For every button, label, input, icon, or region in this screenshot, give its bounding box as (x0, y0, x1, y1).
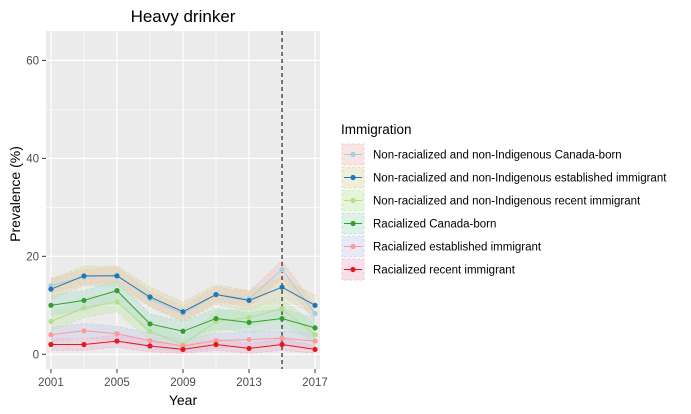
x-tick-label: 2005 (104, 377, 130, 389)
point-series-4 (48, 302, 54, 308)
point-series-6 (213, 341, 219, 348)
point-series-5 (312, 338, 318, 344)
point-series-5 (114, 331, 120, 337)
point-series-6 (312, 346, 318, 353)
legend-item-5: Racialized established immigrant (341, 235, 542, 258)
ribbon-lower-edge-6 (50, 346, 316, 354)
point-series-2 (81, 273, 87, 279)
point-series-6 (81, 341, 87, 348)
x-tick-label: 2009 (170, 377, 196, 389)
legend-key-point (350, 174, 356, 181)
point-series-2 (246, 297, 252, 304)
legend-key-point (350, 151, 356, 158)
point-series-2 (114, 273, 120, 279)
ribbon-upper-edge-6 (50, 334, 316, 346)
legend-item-2: Non-racialized and non-Indigenous establ… (341, 166, 667, 189)
legend-item-1: Non-racialized and non-Indigenous Canada… (341, 143, 622, 166)
legend: Immigration Non-racialized and non-Indig… (341, 122, 667, 281)
point-series-3 (312, 332, 318, 338)
y-tick-label: 40 (26, 153, 39, 165)
point-series-5 (279, 335, 285, 341)
series-points (48, 266, 318, 353)
point-series-2 (312, 302, 318, 308)
y-tick-label: 60 (26, 55, 39, 67)
y-axis-title: Prevalence (%) (7, 146, 23, 242)
legend-label: Non-racialized and non-Indigenous Canada… (373, 150, 622, 162)
point-series-1 (279, 266, 285, 273)
point-series-4 (213, 315, 219, 322)
ribbon-upper-edge-3 (50, 291, 316, 338)
point-series-6 (279, 341, 285, 348)
legend-label: Non-racialized and non-Indigenous recent… (373, 196, 641, 208)
ribbon-upper-edge-5 (50, 323, 316, 341)
point-series-2 (213, 291, 219, 298)
legend-item-6: Racialized recent immigrant (341, 258, 516, 281)
legend-label: Non-racialized and non-Indigenous establ… (373, 173, 667, 185)
ribbon-upper-edge-2 (50, 265, 316, 303)
legend-item-4: Racialized Canada-born (341, 212, 496, 235)
point-series-4 (312, 325, 318, 331)
point-series-3 (246, 314, 252, 321)
point-series-3 (147, 328, 153, 334)
ribbon-lower-edge-3 (50, 311, 316, 353)
point-series-4 (180, 328, 186, 334)
x-axis: 2001 2005 2009 2013 2017 (38, 369, 328, 389)
legend-label: Racialized recent immigrant (373, 265, 516, 277)
ribbon-lower-edge-2 (50, 285, 316, 322)
legend-key-point (350, 220, 356, 227)
x-tick-label: 2013 (236, 377, 262, 389)
legend-key-point (350, 243, 356, 250)
legend-label: Racialized established immigrant (373, 242, 542, 254)
point-series-5 (147, 337, 153, 344)
point-series-6 (246, 345, 252, 352)
legend-label: Racialized Canada-born (373, 219, 496, 231)
point-series-2 (180, 309, 186, 315)
point-series-6 (180, 346, 186, 353)
ribbon-series-2 (50, 266, 316, 322)
legend-title: Immigration (341, 122, 412, 137)
point-series-6 (147, 343, 153, 349)
x-tick-label: 2001 (38, 377, 64, 389)
point-series-4 (279, 315, 285, 322)
point-series-3 (279, 306, 285, 312)
legend-key-point (350, 266, 356, 273)
point-series-5 (213, 337, 219, 344)
point-series-5 (246, 337, 252, 343)
point-series-3 (48, 318, 54, 325)
point-series-2 (48, 286, 54, 292)
point-series-4 (147, 321, 153, 327)
point-series-3 (114, 299, 120, 305)
x-axis-title: Year (169, 392, 198, 408)
point-series-1 (312, 311, 318, 317)
ribbon-upper-edge-1 (50, 260, 316, 307)
point-series-5 (81, 328, 87, 334)
ribbon-lower-edge-1 (50, 277, 316, 322)
point-series-6 (114, 338, 120, 344)
point-series-4 (246, 319, 252, 326)
ribbon-series-3 (50, 292, 316, 352)
chart-title: Heavy drinker (131, 7, 236, 26)
ribbon-series-4 (50, 280, 316, 342)
point-series-3 (81, 305, 87, 311)
x-tick-label: 2017 (302, 377, 328, 389)
point-series-6 (48, 341, 54, 348)
legend-item-3: Non-racialized and non-Indigenous recent… (341, 189, 641, 212)
point-series-5 (48, 332, 54, 338)
y-tick-label: 20 (26, 251, 39, 263)
legend-key-point (350, 197, 356, 204)
point-series-4 (81, 297, 87, 304)
y-tick-label: 0 (33, 349, 39, 361)
ribbon-series-5 (50, 323, 316, 352)
point-series-2 (279, 284, 285, 290)
point-series-4 (114, 288, 120, 294)
y-axis: 0 20 40 60 (26, 55, 46, 361)
point-series-2 (147, 294, 153, 300)
